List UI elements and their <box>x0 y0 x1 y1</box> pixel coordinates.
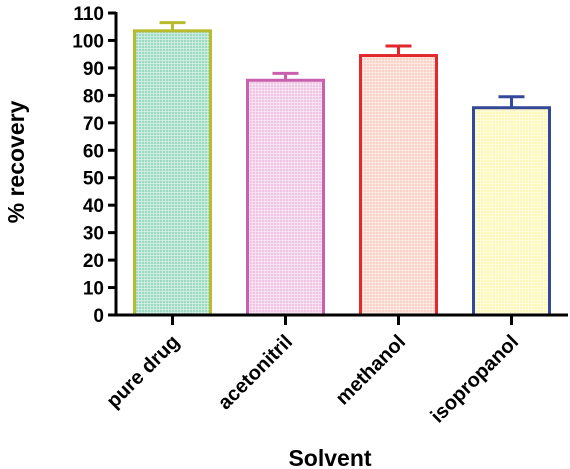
error-bar-methanol <box>385 44 412 56</box>
x-tick-label: pure drug <box>102 331 184 413</box>
y-tick-label: 70 <box>83 114 104 135</box>
error-bar-acetonitril <box>272 71 299 81</box>
x-axis: pure drug acetonitril methanol isopropanol <box>102 313 568 427</box>
y-tick-label: 10 <box>83 279 104 300</box>
y-tick-label: 40 <box>83 196 104 217</box>
x-tick-label: isopropanol <box>427 331 523 427</box>
y-tick-label: 20 <box>83 251 104 272</box>
y-tick-label: 90 <box>83 59 104 80</box>
x-axis-title: Solvent <box>288 445 371 469</box>
y-axis: 0 10 20 30 40 50 60 70 80 90 100 110 <box>72 4 118 327</box>
y-tick-label: 110 <box>73 4 104 25</box>
error-bar-isopropanol <box>498 95 525 108</box>
error-bar-pure-drug <box>159 21 186 31</box>
x-tick-label: acetonitril <box>214 331 297 414</box>
y-tick-label: 0 <box>93 306 104 327</box>
y-tick-label: 30 <box>83 224 104 245</box>
bar-isopropanol <box>472 106 551 317</box>
bar-acetonitril <box>246 78 325 317</box>
y-tick-label: 60 <box>83 141 104 162</box>
y-tick-label: 100 <box>72 31 104 52</box>
y-tick-label: 50 <box>83 169 104 190</box>
error-bars-group <box>159 21 525 108</box>
y-axis-title: % recovery <box>3 100 29 223</box>
x-tick-label: methanol <box>332 331 410 409</box>
bars-group <box>133 29 551 317</box>
bar-pure-drug <box>133 29 212 317</box>
bar-methanol <box>359 54 438 317</box>
y-tick-label: 80 <box>83 86 104 107</box>
